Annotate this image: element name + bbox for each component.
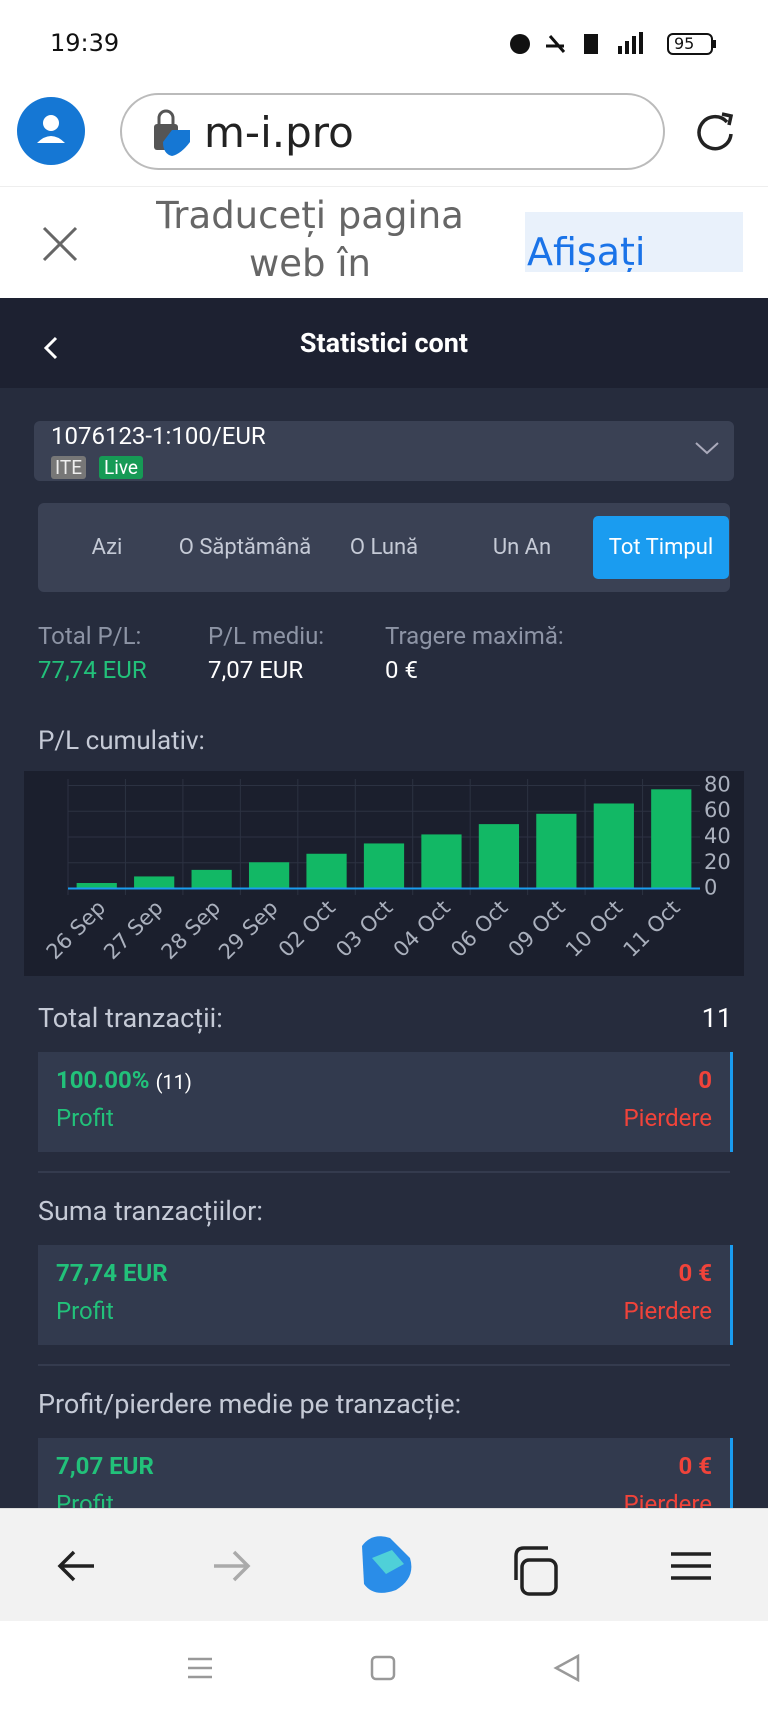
period-tab[interactable]: Tot Timpul: [593, 516, 729, 579]
bar: [306, 853, 347, 889]
toolbar-icons: [57, 1536, 711, 1596]
loss-value: 0: [698, 1066, 712, 1094]
y-tick-label: 0: [704, 876, 717, 900]
address-bar[interactable]: [120, 93, 665, 170]
chart-label: P/L cumulativ:: [38, 726, 205, 756]
translate-text: Traduceți pagina web în: [156, 194, 464, 285]
bar: [134, 876, 175, 889]
period-tab[interactable]: O Lună: [349, 534, 419, 560]
bar: [593, 803, 634, 889]
x-tick-label: 11 Oct: [619, 896, 685, 962]
close-translate[interactable]: [40, 224, 80, 264]
account-select[interactable]: [34, 421, 734, 481]
battery-level: 95: [674, 34, 695, 53]
bar: [363, 843, 405, 889]
loss-value: 0 €: [678, 1259, 712, 1287]
bar: [76, 883, 117, 889]
stat-value: 77,74 EUR: [38, 656, 147, 684]
stat-label: Tragere maximă:: [385, 622, 564, 650]
divider: [0, 298, 768, 304]
reload-button[interactable]: [694, 110, 736, 152]
menu-icon[interactable]: [671, 1552, 711, 1580]
y-tick-label: 80: [704, 772, 731, 796]
stat-label: Total P/L:: [38, 622, 142, 650]
back-icon[interactable]: [57, 1550, 94, 1582]
loss-value: 0 €: [678, 1452, 712, 1480]
profit-count: (11): [155, 1070, 192, 1094]
url: m-i.pro: [204, 108, 354, 157]
forward-icon: [214, 1550, 251, 1582]
period-tabs: Azi O Săptămână O Lună Un An Tot Timpul: [38, 503, 730, 592]
period-tab[interactable]: O Săptămână: [178, 534, 312, 560]
translate-button[interactable]: Afișați: [525, 212, 743, 272]
bar: [536, 813, 577, 889]
back-button[interactable]: [40, 334, 64, 362]
profit-label: Profit: [56, 1104, 114, 1132]
account-badge: ITE: [51, 456, 87, 479]
x-tick-label: 10 Oct: [561, 896, 627, 962]
bar: [191, 869, 232, 889]
x-tick-label: 09 Oct: [504, 896, 570, 962]
x-tick-label: 04 Oct: [389, 896, 455, 962]
separator: [38, 1171, 730, 1173]
tabs-icon[interactable]: [520, 1558, 558, 1596]
profit-value: 100.00%: [56, 1066, 150, 1094]
separator: [38, 1364, 730, 1366]
bar: [248, 862, 290, 889]
y-tick-label: 40: [704, 824, 731, 848]
section-title: Total tranzacții:: [38, 1002, 223, 1034]
x-tick-label: 02 Oct: [274, 896, 340, 962]
bar: [421, 834, 462, 889]
y-tick-label: 20: [704, 850, 731, 874]
period-tab[interactable]: Azi: [91, 534, 123, 560]
section-count: 11: [701, 1002, 732, 1034]
avatar[interactable]: [17, 97, 85, 165]
sections: Total tranzacții: 11 100.00% (11) Profit 0 Pie…: [0, 990, 768, 1538]
profit-value: 77,74 EUR: [56, 1259, 168, 1287]
x-tick-label: 26 Sep: [42, 896, 111, 965]
stat-value: 0 €: [385, 656, 418, 684]
loss-label: Pierdere: [623, 1297, 712, 1325]
x-tick-label: 27 Sep: [99, 896, 168, 965]
section-title: Suma tranzacțiilor:: [38, 1195, 263, 1227]
dropdown-chevron: [695, 442, 719, 455]
app-header: [0, 304, 768, 388]
x-tick-label: 06 Oct: [446, 896, 512, 962]
stat-value: 7,07 EUR: [208, 656, 304, 684]
status-icons: [510, 32, 716, 55]
section-title: Profit/pierdere medie pe tranzacție:: [38, 1388, 462, 1420]
summary-card: 100.00% (11) Profit 0 Pierdere: [38, 1052, 733, 1152]
period-tab[interactable]: Un An: [492, 534, 552, 560]
x-tick-label: 03 Oct: [331, 896, 397, 962]
account-badge: Live: [99, 456, 144, 479]
summary-card: 77,74 EUR Profit 0 € Pierdere: [38, 1245, 733, 1345]
bar: [478, 824, 520, 889]
account-name: 1076123-1:100/EUR: [51, 422, 266, 450]
x-tick-label: 28 Sep: [157, 896, 226, 965]
app-title: Statistici cont: [299, 327, 469, 359]
system-nav: [0, 1621, 768, 1716]
lock-icon: [154, 109, 190, 156]
bar: [651, 789, 692, 889]
profit-value: 7,07 EUR: [56, 1452, 154, 1480]
x-tick-label: 29 Sep: [214, 896, 283, 965]
stats: Total P/L: 77,74 EUR P/L mediu: 7,07 EUR Tra…: [38, 622, 738, 692]
status-time: 19:39: [50, 29, 120, 57]
loss-label: Pierdere: [623, 1104, 712, 1132]
system-nav-icons: [188, 1653, 580, 1683]
stat-label: P/L mediu:: [208, 622, 325, 650]
translate-button-label: Afișați: [527, 230, 646, 272]
profit-label: Profit: [56, 1297, 114, 1325]
y-tick-label: 60: [704, 798, 731, 822]
